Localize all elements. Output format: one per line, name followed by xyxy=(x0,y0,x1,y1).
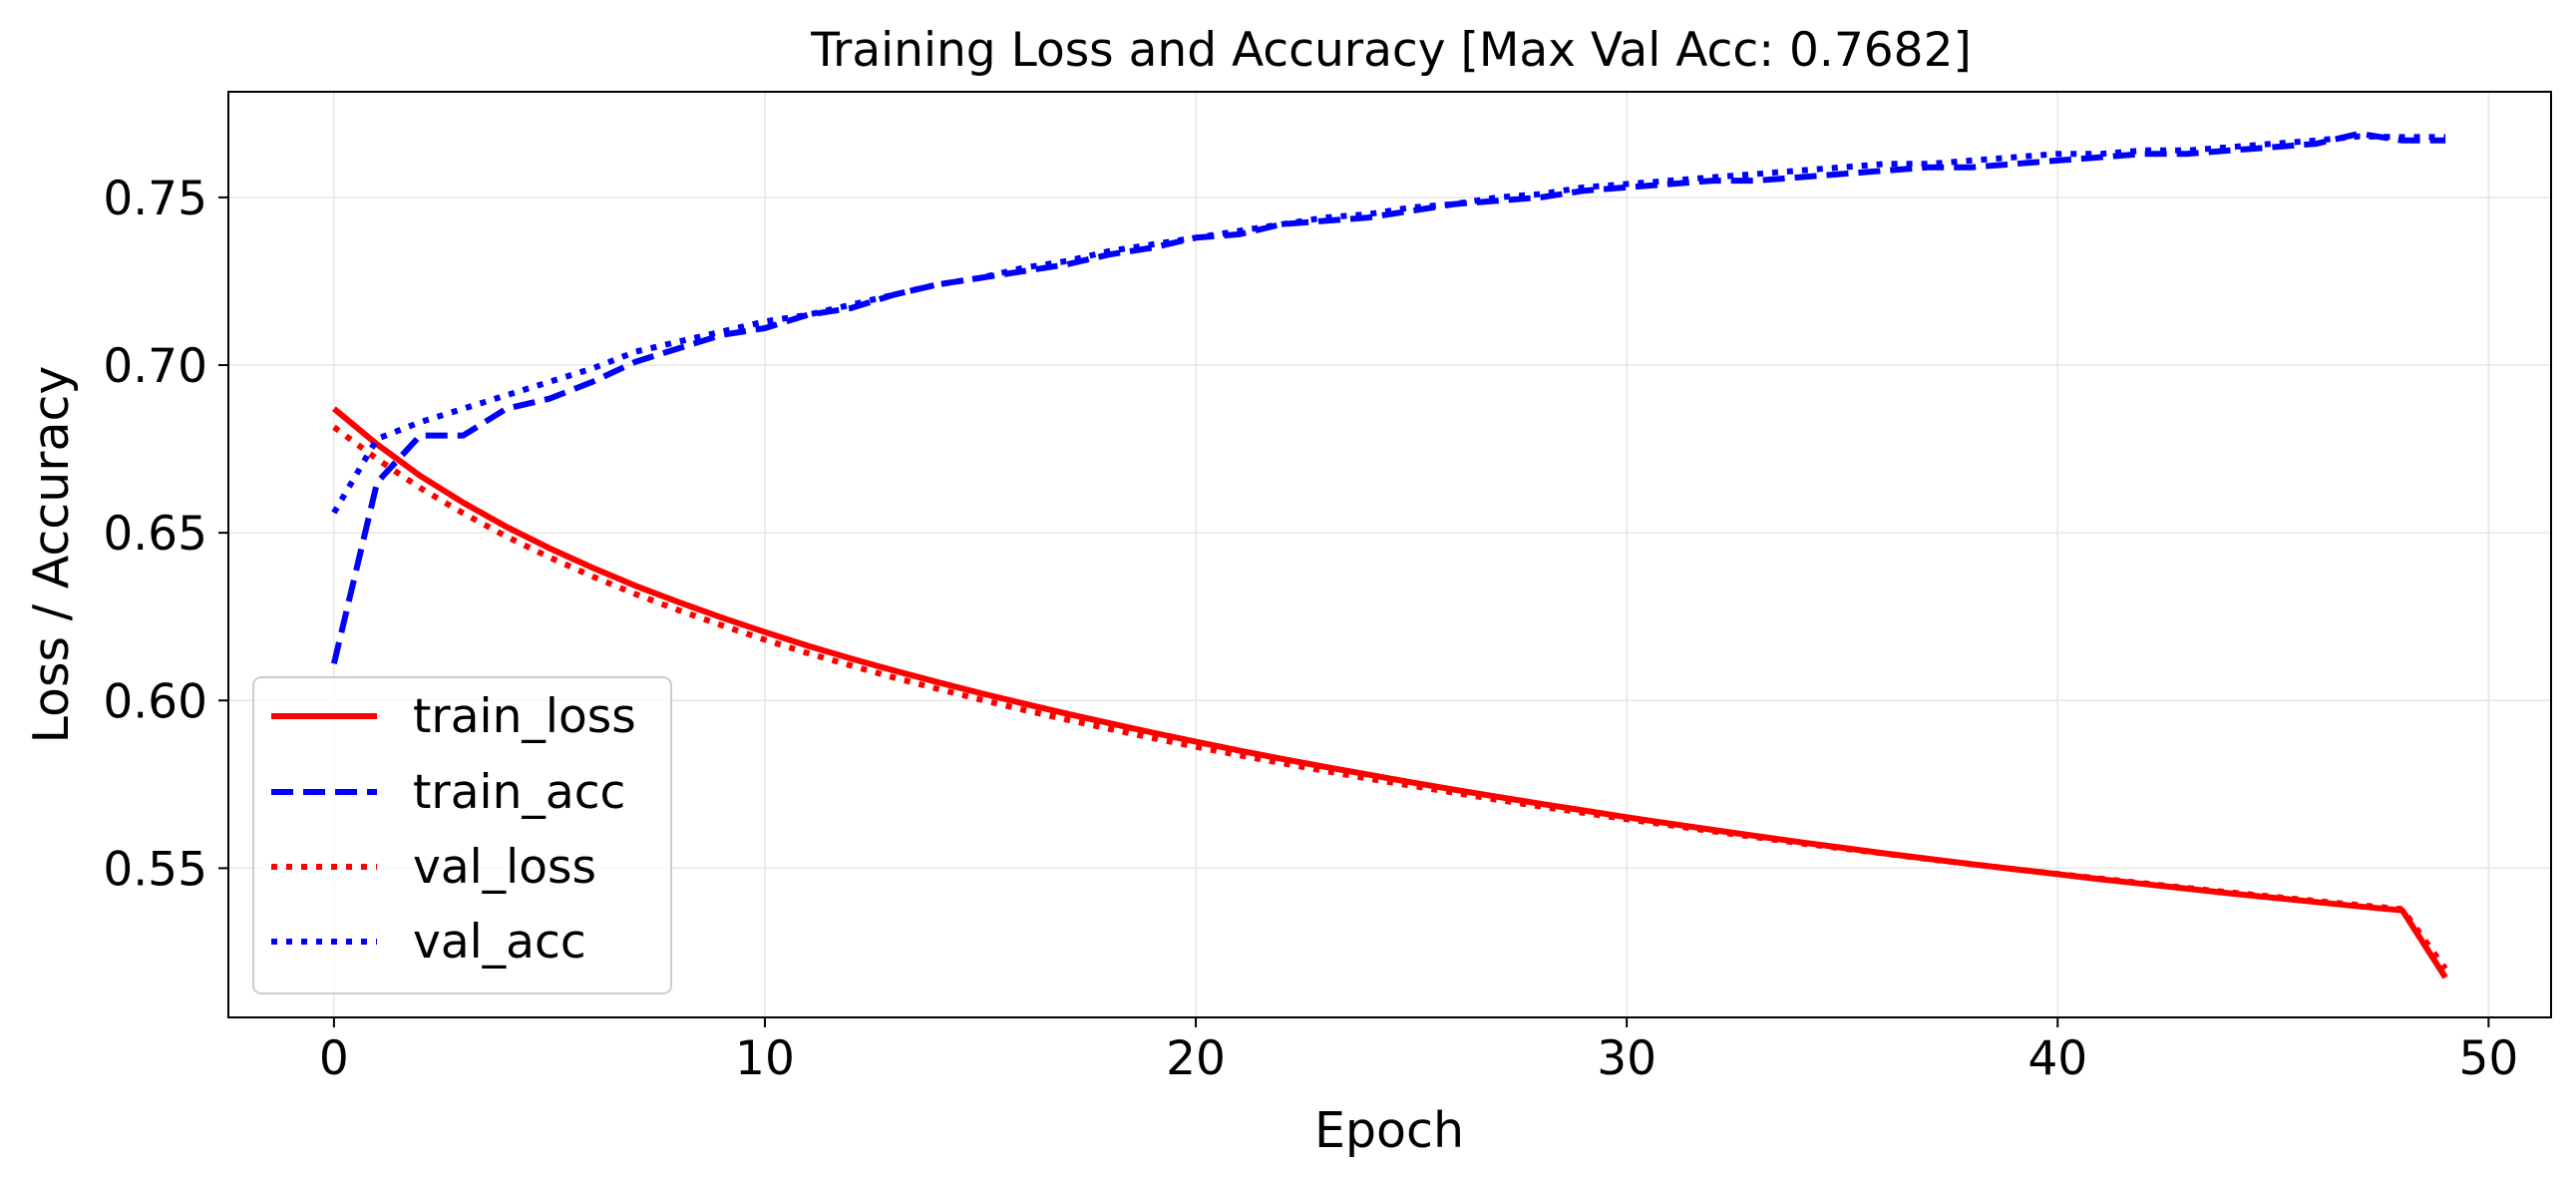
x-tick-label: 30 xyxy=(1597,1031,1656,1086)
legend: train_loss train_acc val_loss val_acc xyxy=(252,676,672,994)
x-axis-ticks: 0 10 20 30 40 50 xyxy=(319,1017,2518,1086)
y-axis-label: Loss / Accuracy xyxy=(23,366,80,744)
legend-label-train-loss: train_loss xyxy=(413,689,636,744)
x-tick-label: 20 xyxy=(1166,1031,1226,1086)
y-tick-label: 0.70 xyxy=(103,339,207,394)
x-tick-label: 40 xyxy=(2027,1031,2087,1086)
x-tick-label: 50 xyxy=(2458,1031,2518,1086)
plot-frame xyxy=(227,91,2552,1018)
legend-label-val-acc: val_acc xyxy=(413,915,586,970)
series-line-train-loss xyxy=(331,406,2448,980)
x-tick-label: 0 xyxy=(319,1031,349,1086)
series-line-val-loss xyxy=(332,424,2448,971)
legend-label-train-acc: train_acc xyxy=(413,765,625,820)
y-tick-label: 0.65 xyxy=(103,507,207,562)
series-line-val-acc xyxy=(331,133,2446,515)
y-tick-label: 0.55 xyxy=(103,842,207,897)
legend-box xyxy=(252,676,672,994)
y-tick-label: 0.60 xyxy=(103,674,207,729)
x-tick-label: 10 xyxy=(735,1031,795,1086)
legend-label-val-loss: val_loss xyxy=(413,840,596,895)
x-axis-label: Epoch xyxy=(1314,1102,1464,1159)
series-group xyxy=(330,131,2448,980)
y-axis-ticks: 0.55 0.60 0.65 0.70 0.75 xyxy=(103,172,228,897)
series-line-train-acc xyxy=(330,131,2446,664)
chart-title: Training Loss and Accuracy [Max Val Acc:… xyxy=(810,23,1972,78)
y-tick-label: 0.75 xyxy=(103,172,207,226)
